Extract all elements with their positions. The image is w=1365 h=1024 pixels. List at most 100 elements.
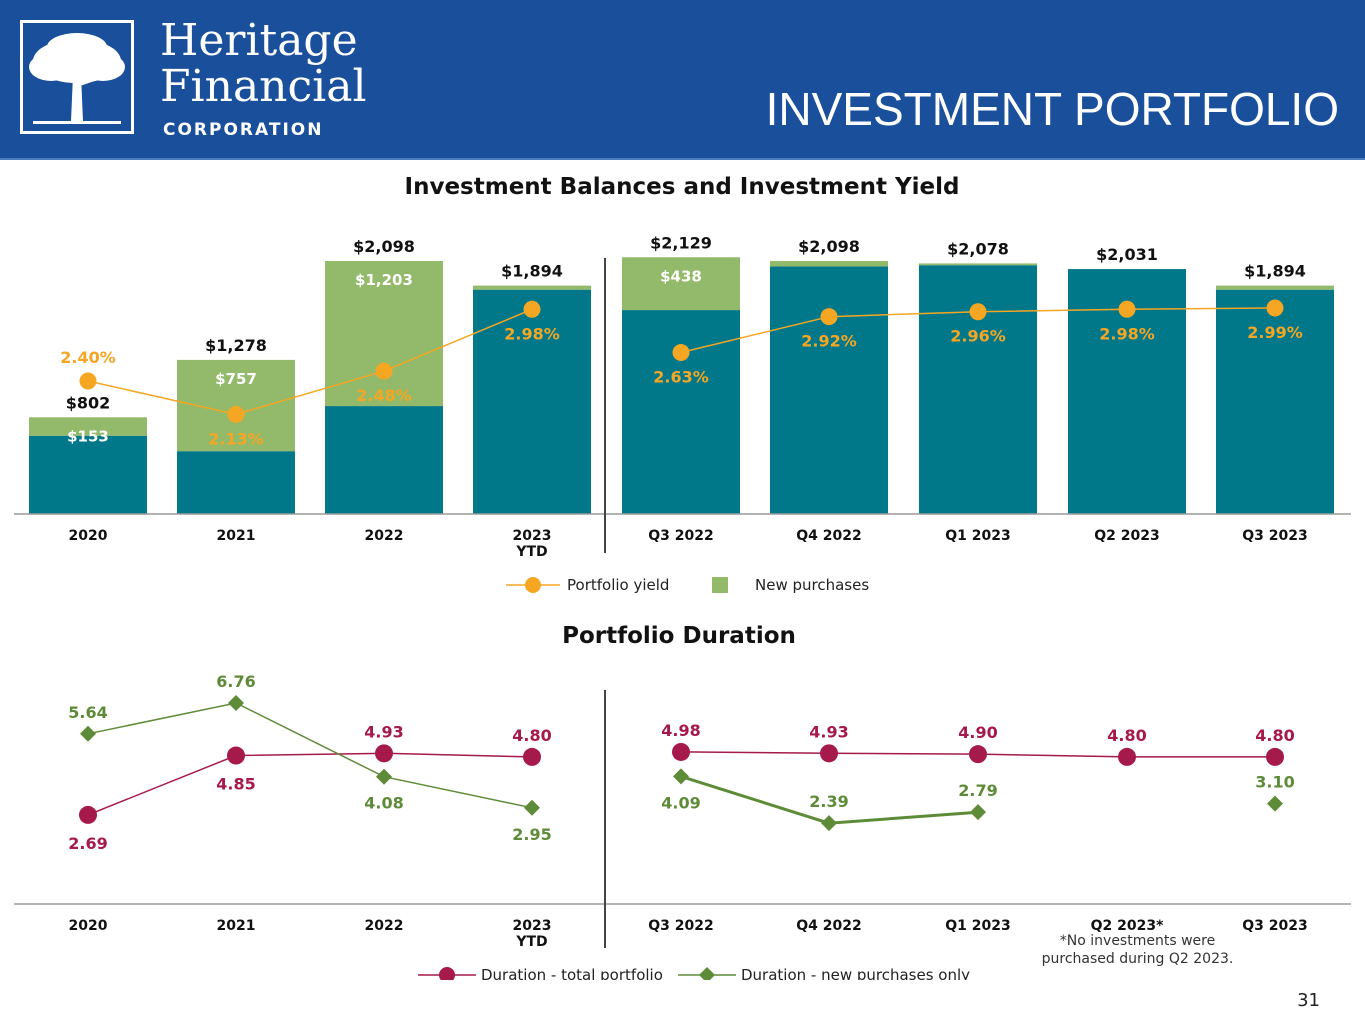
chart1-x-tick: 2021 xyxy=(217,528,256,544)
duration-total-point xyxy=(375,744,393,763)
yield-point xyxy=(375,362,393,380)
duration-total-label: 4.80 xyxy=(512,726,551,745)
duration-total-label: 4.93 xyxy=(809,722,848,741)
duration-total-point xyxy=(672,742,690,761)
chart2-x-tick: 2022 xyxy=(365,918,404,934)
yield-line xyxy=(87,308,533,416)
yield-label: 2.13% xyxy=(208,429,264,448)
yield-point xyxy=(969,303,987,321)
chart1-x-tick: Q2 2023 xyxy=(1094,528,1159,544)
duration-new-label: 6.76 xyxy=(216,672,255,691)
bar-total-label: $2,098 xyxy=(798,237,860,256)
bar-new-purchases xyxy=(622,257,740,311)
yield-label: 2.99% xyxy=(1247,323,1303,342)
duration-total-label: 4.98 xyxy=(661,721,700,740)
chart2-x-tick: Q4 2022 xyxy=(796,918,861,934)
bar-new-purchases xyxy=(473,285,591,290)
chart1-x-tick: Q3 2023 xyxy=(1242,528,1307,544)
chart1-x-tick: Q1 2023 xyxy=(945,528,1010,544)
duration-total-point xyxy=(523,747,541,766)
yield-point xyxy=(227,405,245,423)
duration-new-point xyxy=(821,815,837,832)
bar-new-purchases xyxy=(919,263,1037,266)
duration-new-point xyxy=(970,804,986,821)
bar-existing xyxy=(919,265,1037,514)
yield-label: 2.40% xyxy=(60,348,116,367)
bar-total-label: $1,894 xyxy=(501,262,563,281)
chart2-x-tick: Q3 2023 xyxy=(1242,918,1307,934)
bar-total-label: $2,078 xyxy=(947,239,1009,258)
duration-new-line xyxy=(87,702,533,809)
bar-total-label: $2,031 xyxy=(1096,245,1158,264)
bar-existing xyxy=(622,310,740,514)
legend-duration-total-marker xyxy=(439,967,455,980)
chart2-x-tick: Q1 2023 xyxy=(945,918,1010,934)
duration-new-point xyxy=(1267,795,1283,812)
duration-new-label: 4.09 xyxy=(661,793,700,812)
bar-new-purchases-label: $757 xyxy=(215,370,257,388)
duration-total-label: 4.90 xyxy=(958,723,997,742)
duration-total-label: 4.80 xyxy=(1107,726,1146,745)
bar-total-label: $1,894 xyxy=(1244,262,1306,281)
duration-total-point xyxy=(1118,747,1136,766)
legend-duration-new-marker xyxy=(699,967,715,980)
duration-new-point xyxy=(673,768,689,785)
bar-new-purchases-label: $438 xyxy=(660,267,702,285)
duration-new-label: 2.95 xyxy=(512,825,551,844)
duration-new-label: 2.39 xyxy=(809,792,848,811)
logo-corporation: CORPORATION xyxy=(163,120,324,140)
chart2-x-tick: 2020 xyxy=(69,918,108,934)
company-logo-wordmark: Heritage Financial xyxy=(160,18,367,110)
bar-existing xyxy=(177,451,295,514)
yield-point xyxy=(672,344,690,362)
duration-new-label: 2.79 xyxy=(958,781,997,800)
duration-total-line xyxy=(87,752,533,816)
bar-new-purchases-label: $1,203 xyxy=(355,271,413,289)
yield-point xyxy=(1266,299,1284,317)
footnote: *No investments were purchased during Q2… xyxy=(1041,933,1234,967)
yield-point xyxy=(820,308,838,326)
bar-existing xyxy=(325,406,443,514)
bar-existing xyxy=(770,266,888,514)
duration-total-point xyxy=(227,746,245,765)
charts-area: Investment Balances and Investment Yield… xyxy=(14,174,1351,980)
bar-new-purchases-label: $153 xyxy=(67,427,109,445)
bar-existing xyxy=(473,289,591,514)
duration-new-point xyxy=(376,768,392,785)
duration-total-point xyxy=(79,805,97,824)
duration-total-point xyxy=(820,744,838,763)
legend-yield-label: Portfolio yield xyxy=(567,576,669,594)
logo-line-financial: Financial xyxy=(160,61,367,112)
bar-new-purchases xyxy=(1216,285,1334,290)
yield-label: 2.98% xyxy=(504,324,560,343)
duration-new-label: 5.64 xyxy=(68,703,107,722)
yield-point xyxy=(79,372,97,390)
bar-total-label: $802 xyxy=(66,393,111,412)
duration-new-point xyxy=(524,799,540,816)
legend-yield-marker xyxy=(525,577,541,593)
duration-total-point xyxy=(1266,747,1284,766)
chart1-x-tick: Q4 2022 xyxy=(796,528,861,544)
yield-label: 2.48% xyxy=(356,386,412,405)
chart2-x-tick: Q2 2023* xyxy=(1091,918,1164,934)
chart1-x-tick: 2023 YTD xyxy=(513,528,552,560)
page-title: INVESTMENT PORTFOLIO xyxy=(765,83,1339,135)
tree-logo-icon xyxy=(20,20,134,134)
chart2-x-tick: 2023 YTD xyxy=(513,918,552,950)
duration-total-label: 4.93 xyxy=(364,722,403,741)
bar-total-label: $2,098 xyxy=(353,237,415,256)
chart1-x-tick: Q3 2022 xyxy=(648,528,713,544)
chart1-title: Investment Balances and Investment Yield xyxy=(405,174,960,200)
bar-total-label: $1,278 xyxy=(205,336,267,355)
chart2-x-tick: Q3 2022 xyxy=(648,918,713,934)
bar-existing xyxy=(29,435,147,514)
logo-line-heritage: Heritage xyxy=(160,15,358,66)
header-banner: Heritage Financial CORPORATION INVESTMEN… xyxy=(0,0,1365,160)
bar-existing xyxy=(1216,289,1334,514)
duration-total-label: 4.80 xyxy=(1255,726,1294,745)
duration-new-label: 4.08 xyxy=(364,794,403,813)
yield-point xyxy=(1118,300,1136,318)
legend-duration-total-label: Duration - total portfolio xyxy=(481,966,663,980)
chart2-x-tick: 2021 xyxy=(217,918,256,934)
bar-new-purchases xyxy=(29,417,147,436)
